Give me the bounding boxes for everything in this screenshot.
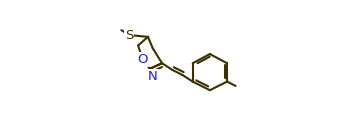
Text: O: O (137, 53, 148, 66)
Text: N: N (148, 70, 158, 83)
Text: S: S (125, 29, 133, 42)
